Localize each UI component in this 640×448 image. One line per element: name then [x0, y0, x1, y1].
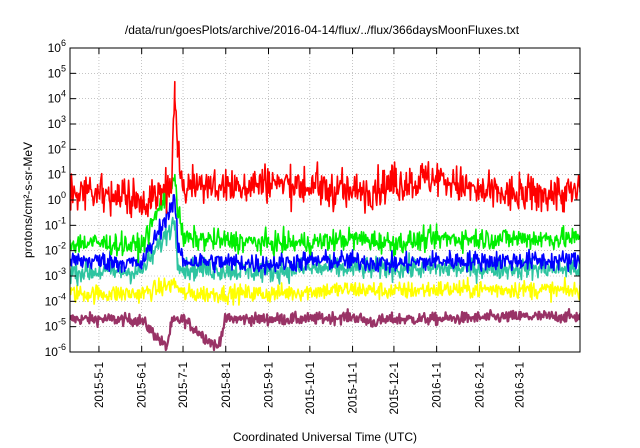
x-tick-label: 2015-9-1 — [263, 362, 275, 408]
y-tick-label: 101 — [48, 165, 66, 182]
x-tick-label: 2015-12-1 — [389, 362, 401, 414]
y-tick-label: 10-4 — [45, 291, 66, 308]
series-line-0 — [70, 308, 580, 352]
series-layer — [70, 80, 580, 352]
x-tick-label: 2015-11-1 — [348, 362, 360, 414]
y-tick-label: 100 — [48, 190, 66, 207]
x-axis-label: Coordinated Universal Time (UTC) — [233, 430, 417, 444]
x-tick-label: 2015-8-1 — [221, 362, 233, 408]
x-tick-label: 2015-6-1 — [137, 362, 149, 408]
x-tick-label: 2016-2-1 — [474, 362, 486, 408]
y-tick-label: 102 — [48, 139, 66, 156]
series-line-4 — [70, 173, 580, 264]
x-tick-label: 2016-3-1 — [514, 362, 526, 408]
y-tick-label: 10-3 — [45, 266, 66, 283]
axes: 2015-5-1 2015-6-1 2015-7-1 2015-8-1 2015-9-1… — [45, 38, 581, 414]
x-tick-label: 2015-10-1 — [305, 362, 317, 414]
y-tick-label: 105 — [48, 63, 66, 80]
chart-title: /data/run/goesPlots/archive/2016-04-14/f… — [125, 23, 520, 37]
x-tick-label: 2016-1-1 — [432, 362, 444, 408]
y-tick-label: 10-2 — [45, 241, 66, 258]
y-tick-label: 10-5 — [45, 317, 66, 334]
y-tick-label: 104 — [48, 89, 66, 106]
y-tick-label: 10-6 — [45, 342, 66, 359]
series-line-1 — [70, 276, 580, 306]
y-tick-label: 103 — [48, 114, 66, 131]
y-tick-label: 10-1 — [45, 215, 66, 232]
y-tick-label: 106 — [48, 38, 66, 55]
plot-frame — [69, 47, 581, 353]
series-line-3 — [70, 194, 580, 276]
y-axis-label: protons/cm²-s-sr-MeV — [21, 142, 35, 258]
x-tick-label: 2015-5-1 — [94, 362, 106, 408]
series-line-2 — [70, 216, 580, 287]
x-tick-label: 2015-7-1 — [178, 362, 190, 408]
series-line-5 — [70, 80, 580, 219]
